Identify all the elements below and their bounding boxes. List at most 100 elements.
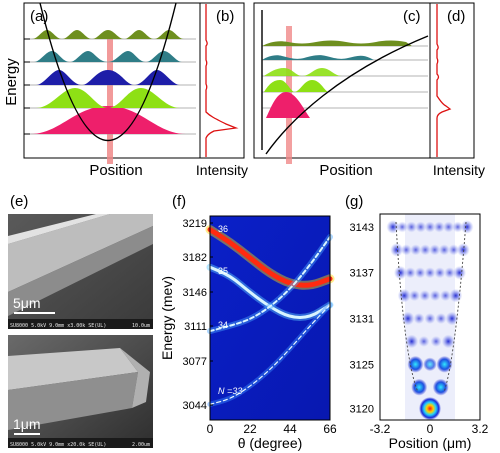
mode-spot: [415, 221, 427, 233]
mode-spot: [424, 313, 436, 325]
sem-caption-bottom-scale: 2.00um: [132, 442, 150, 448]
mode-spot: [441, 334, 455, 349]
mode-spot: [393, 265, 407, 280]
y-ticks-a: [24, 38, 30, 135]
mode-spot: [452, 221, 464, 233]
real-space-modes: [379, 213, 481, 421]
mode-spot: [413, 313, 425, 325]
position-um-axis-label: Position (μm): [389, 435, 472, 451]
position-axis-label-a: Position: [89, 162, 142, 179]
scale-label-top: 5μm: [13, 295, 41, 311]
mode-spot: [456, 243, 470, 257]
heatmap-f-background: [210, 216, 330, 420]
spectrum-b: [205, 4, 239, 157]
mode-spot: [453, 265, 467, 280]
intensity-axis-label-b: Intensity: [196, 162, 248, 178]
wavefunction-c-fourth: [262, 40, 412, 46]
microwire-side-face: [8, 226, 153, 316]
mode-spot: [444, 267, 456, 279]
wavefunction-c-third: [262, 55, 374, 60]
mode-line-3: [209, 304, 331, 405]
dispersion-modes: 36 35 34 N =33: [205, 215, 335, 421]
pump-beam: [107, 32, 113, 164]
mode-spot: [405, 221, 418, 233]
sem-caption-bar-bottom: [8, 438, 153, 448]
spectrum-d: [436, 4, 452, 157]
f-xtick-label: 22: [243, 422, 257, 436]
panel-a-label: (a): [30, 8, 48, 25]
mode-label-3: N =33: [218, 386, 242, 396]
wavefunction-c-ground: [266, 92, 310, 118]
mode-spot: [401, 311, 415, 326]
microwire-edge-highlight: [8, 214, 110, 244]
mode-spot: [424, 267, 436, 279]
position-axis-label-c: Position: [319, 162, 372, 179]
microwire-top-face: [8, 214, 153, 292]
f-ytick-label: 3146: [183, 287, 207, 299]
g-ytick-label: 3143: [350, 222, 374, 234]
wavefunction-c-first: [264, 80, 328, 92]
panel-f: (f) 36 35 34 N =33 3219 3182 3146 3111 3077 3044…: [159, 193, 337, 451]
mode-spot: [430, 335, 442, 347]
panel-f-frame: [209, 215, 331, 421]
f-ytick-label: 3219: [183, 218, 207, 230]
mode-spot: [438, 244, 450, 256]
panel-a: (a) Energy Position: [3, 2, 201, 179]
panel-e-label: (e): [10, 193, 28, 210]
g-ytick-label: 3137: [350, 268, 374, 280]
f-ytick-label: 3077: [183, 356, 207, 368]
mode-spot: [434, 267, 446, 279]
theta-axis-label: θ (degree): [238, 435, 303, 451]
panel-b: (b) Intensity: [196, 2, 248, 178]
sem-caption-top: SU8000 5.0kV 9.0mm x3.00k SE(UL): [10, 323, 106, 329]
scale-label-bottom: 1μm: [13, 416, 41, 432]
mode-spot: [429, 290, 441, 302]
sem-caption-bottom: SU8000 5.0kV 9.0mm x20.0k SE(UL): [10, 442, 106, 448]
panel-g-label: (g): [345, 193, 363, 210]
f-xtick-label: 44: [283, 422, 297, 436]
mode-spot: [409, 290, 421, 302]
mode-spot: [429, 244, 441, 256]
panel-g-frame: [379, 213, 481, 421]
mode-label-1: 35: [218, 266, 228, 276]
mode-spot: [396, 221, 408, 233]
wavefunction-fourth: [32, 30, 184, 39]
panel-c-label: (c): [403, 8, 421, 25]
mode-spot: [432, 378, 449, 396]
f-ytick-label: 3044: [183, 400, 207, 412]
hexagonal-wire-side: [8, 372, 138, 430]
hexagonal-wire-end: [120, 348, 150, 408]
panel-d-label: (d): [447, 8, 465, 25]
mode-spot: [436, 355, 453, 373]
panel-d: (d) Intensity: [429, 2, 485, 178]
panel-b-frame: [199, 2, 245, 159]
panel-e: (e) SU8000 5.0kV 9.0mm x3.00k SE(UL) 10.…: [8, 193, 153, 448]
wavefunction-second: [36, 70, 180, 85]
envelope-left: [395, 221, 419, 393]
f-xtick-label: 66: [323, 422, 337, 436]
parabolic-potential: [39, 2, 177, 141]
mode-spot: [418, 335, 430, 347]
f-ytick-label: 3111: [184, 321, 207, 333]
mode-spot: [400, 244, 412, 256]
f-ytick-label: 3182: [183, 252, 207, 264]
sem-caption-bar-top: [8, 319, 153, 329]
envelope-right: [443, 221, 467, 393]
g-ytick-label: 3131: [350, 314, 374, 326]
panel-b-label: (b): [216, 8, 234, 25]
mode-label-0: 36: [218, 224, 228, 234]
panel-c: (c) Position: [253, 2, 431, 179]
mode-spot: [419, 290, 431, 302]
mode-spot: [405, 334, 419, 349]
mode-label-2: 34: [218, 320, 228, 330]
linear-potential: [265, 35, 429, 155]
mode-spot: [448, 244, 460, 256]
wavefunction-c-second: [264, 68, 342, 76]
mode-spot: [390, 243, 404, 257]
mode-spot: [433, 221, 445, 233]
mode-spot: [419, 397, 441, 421]
mode-spot: [442, 221, 455, 233]
g-xtick-label: 3.2: [472, 422, 489, 436]
